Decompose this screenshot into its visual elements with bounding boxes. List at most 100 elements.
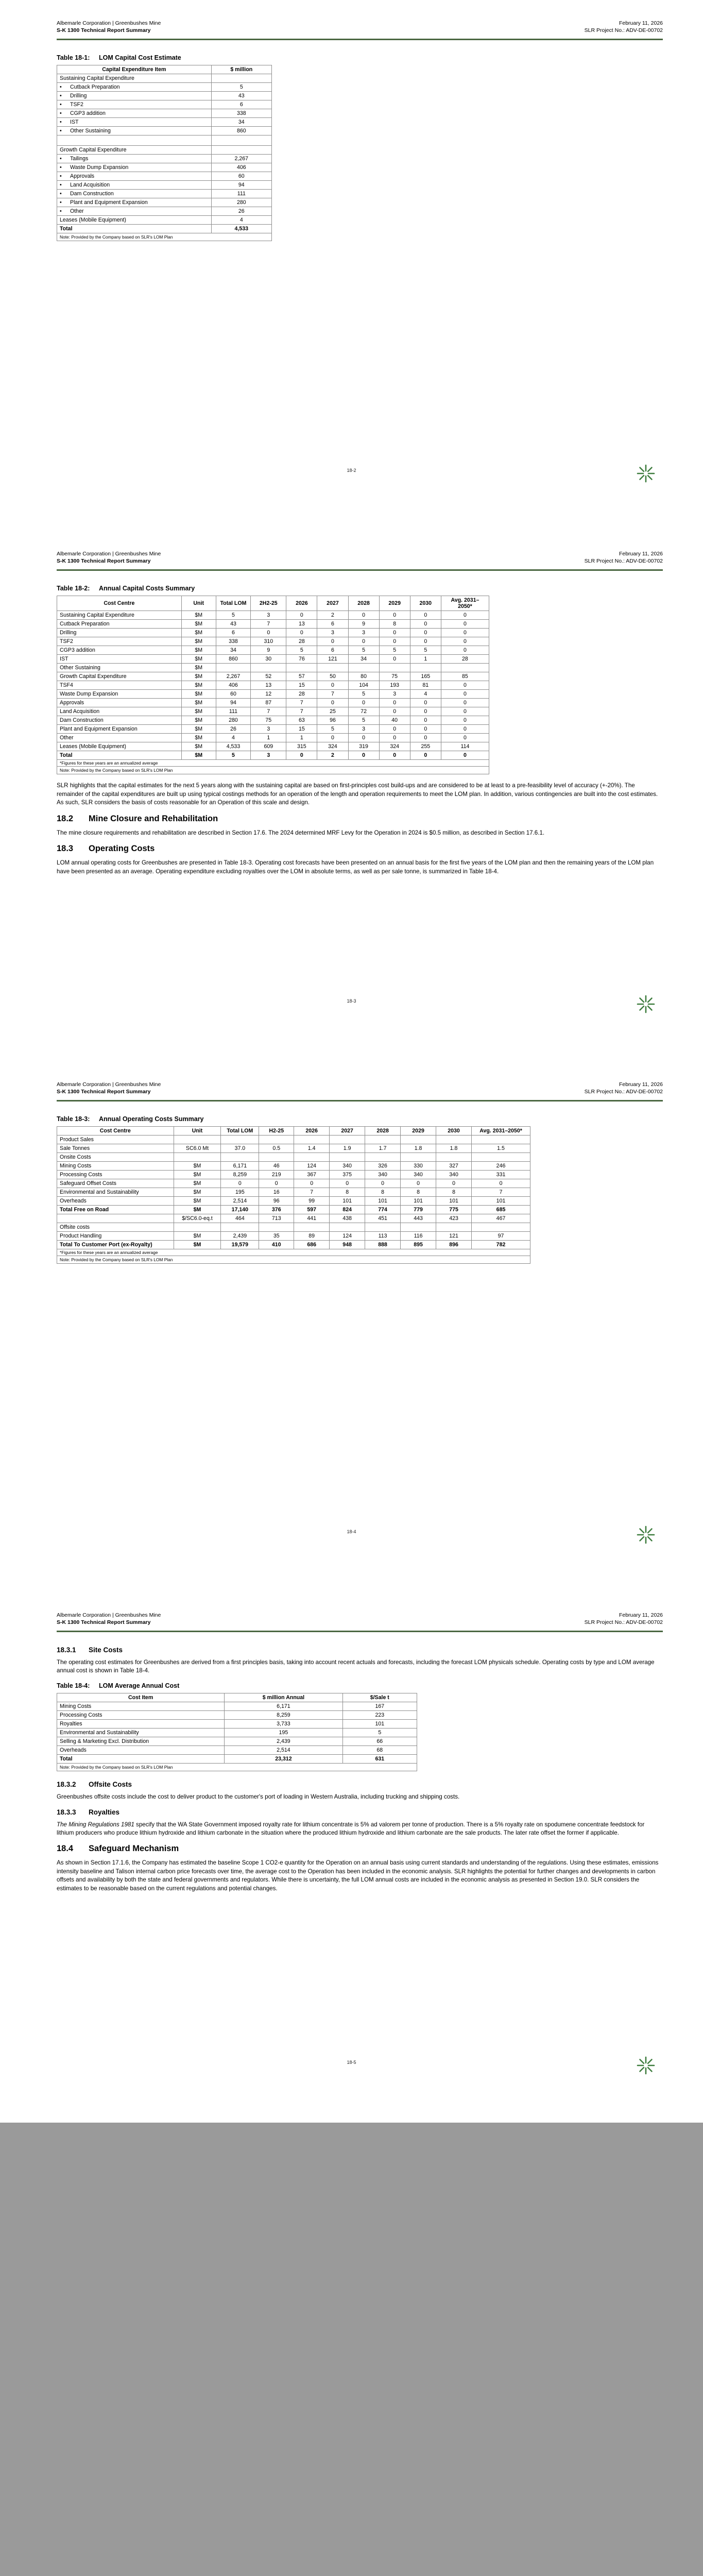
cell-value-4: 0 [348,637,380,647]
cell-value-1: 376 [259,1205,295,1215]
cell-value-3: 0 [317,733,349,743]
total-value-7: 782 [471,1240,530,1250]
page-3: Albemarle Corporation | Greenbushes Mine… [0,1061,703,1592]
slr-logo [635,463,657,484]
cell-value-0: 60 [215,689,251,699]
cell-value-6: 775 [436,1205,472,1215]
page-number-3: 18-4 [347,1529,356,1534]
cell-per-sale-t: 66 [342,1737,418,1747]
cell-value-1: 12 [250,689,287,699]
cell-value-7: 0 [471,1179,530,1189]
cell-value-4: 34 [348,654,380,664]
th-col-5: 2027 [317,595,349,612]
cell-value-1: 713 [259,1214,295,1224]
cell-value-3: 5 [317,724,349,734]
header-project: SLR Project No.: ADV-DE-00702 [584,27,663,34]
section-18-3-3-body: The Mining Regulations 1981 specify that… [57,1821,662,1838]
header-right: February 11, 2026 SLR Project No.: ADV-D… [585,550,663,565]
table-row: Cutback Preparation $M 43 7 13 6 9 8 0 0 [57,619,490,629]
bullet-icon: • [60,156,62,162]
table-row: Product Sales [57,1135,530,1145]
table-note-row: Note: Provided by the Company based on S… [57,233,272,242]
table-18-2-note: Note: Provided by the Company based on S… [57,766,489,775]
cell-value-2: 1.4 [294,1144,330,1154]
table-footnote-row: *Figures for these years are an annualiz… [57,759,489,767]
th-col-0: Cost Centre [57,595,182,612]
bullet-icon: • [60,119,62,126]
table-row-total: Total To Customer Port (ex-Royalty) $M 19,… [57,1240,530,1250]
table-18-1-title: LOM Capital Cost Estimate [99,54,181,61]
header-right: February 11, 2026 SLR Project No.: ADV-D… [585,1612,663,1626]
cell-value-3: 340 [329,1161,366,1171]
section-18-3-1-body: The operating cost estimates for Greenbu… [57,1659,655,1674]
cell-value-4: 0 [348,698,380,708]
cell-value-5: 0 [379,654,410,664]
cell-value-0: 464 [220,1214,260,1224]
th-col-4: 2026 [294,1126,330,1136]
cell-value: 2,267 [211,154,272,164]
table-row: • Cutback Preparation 5 [57,82,272,92]
cell-label: Dam Construction [57,716,182,725]
total-label: Total [57,224,212,234]
table-row: Waste Dump Expansion $M 60 12 28 7 5 3 4 0 [57,689,490,699]
cell-value-2: 0 [286,611,318,620]
total-value-3: 2 [317,751,349,760]
header-left: Albemarle Corporation | Greenbushes Mine… [57,1612,161,1626]
slr-logo [635,993,657,1015]
cell-value-0: 111 [215,707,251,717]
total-value-4: 888 [365,1240,401,1250]
cell-value-3: 124 [329,1231,366,1241]
cell-value-0: 4 [215,733,251,743]
cell-value-1: 52 [250,672,287,682]
cell-unit: $M [181,672,216,682]
cell-value [211,135,272,146]
cell-value-5: 0 [379,707,410,717]
table-row: • Approvals 60 [57,172,272,181]
cell-value-4: 340 [365,1170,401,1180]
cell-label: • IST [57,117,212,127]
table-row: • Other Sustaining 860 [57,126,272,136]
cell-value-1 [250,663,287,673]
total-value-2: 0 [286,751,318,760]
cell-value-1: 30 [250,654,287,664]
cell-value-1: 0 [259,1179,295,1189]
cell-value-1: 219 [259,1170,295,1180]
total-value-1: 410 [259,1240,295,1250]
table-18-4-caption: Table 18-4: LOM Average Annual Cost [57,1682,662,1689]
cell-value: 5 [211,82,272,92]
cell-value-5: 0 [379,698,410,708]
cell-value-2: 76 [286,654,318,664]
cell-value-6: 81 [409,681,441,690]
cell-label: • Other [57,207,212,216]
cell-value-1: 75 [250,716,287,725]
table-row: Plant and Equipment Expansion $M 26 3 15 5 3 0 0… [57,724,490,734]
table-note-row: Note: Provided by the Company based on S… [57,766,489,775]
cell-value-3 [317,663,349,673]
header-project: SLR Project No.: ADV-DE-00702 [584,1089,663,1095]
cell-value-2: 57 [286,672,318,682]
cell-value-2: 15 [286,724,318,734]
table-18-2: Cost Centre Unit Total LOM 2H2-25 2026 2027 20… [57,595,490,775]
cell-unit: $M [181,689,216,699]
cell-label: Sale Tonnes [57,1144,174,1154]
section-18-4-title: Safeguard Mechanism [89,1844,179,1854]
bullet-icon: • [60,182,62,189]
total-value-7: 0 [440,751,490,760]
cell-annual: 2,514 [224,1745,343,1755]
cell-unit [173,1135,221,1145]
table-row: Approvals $M 94 87 7 0 0 0 0 0 [57,698,490,708]
cell-value-7: 246 [471,1161,530,1171]
cell-value: 43 [211,91,272,101]
table-row: Other $M 4 1 1 0 0 0 0 0 [57,733,490,743]
cell-value-7: 0 [440,707,490,717]
cell-value-0: 94 [215,698,251,708]
cell-value-3: 2 [317,611,349,620]
cell-unit: SC6.0 Mt [173,1144,221,1154]
table-row: • Land Acquisition 94 [57,180,272,190]
cell-value-5 [400,1135,437,1145]
cell-value-3: 324 [317,742,349,752]
cell-value-6: 0 [409,628,441,638]
total-value-6: 0 [409,751,441,760]
cell-value-5: 193 [379,681,410,690]
cell-value-0 [220,1153,260,1162]
